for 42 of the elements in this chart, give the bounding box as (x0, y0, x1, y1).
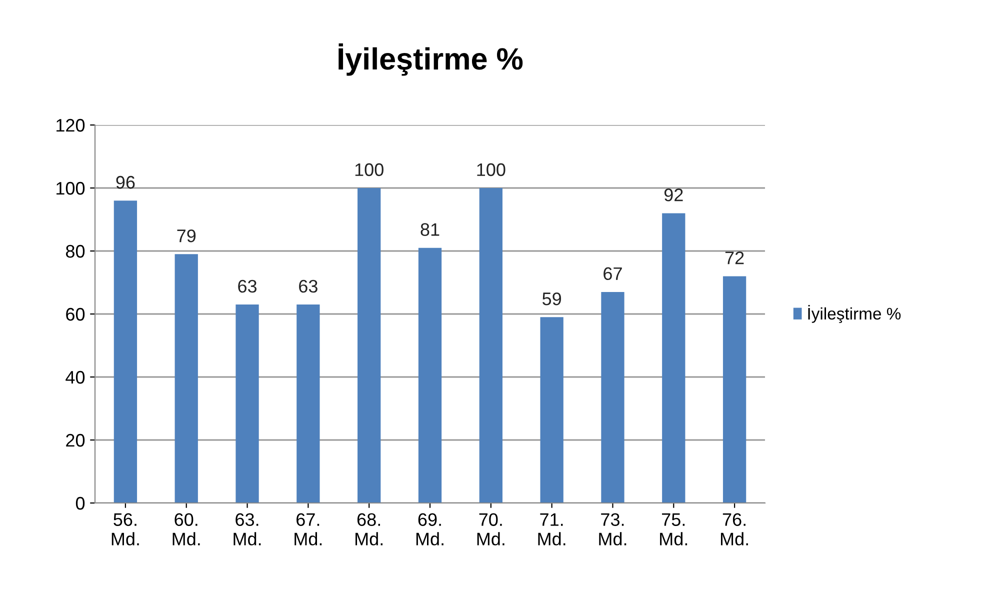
chart-title: İyileştirme % (338, 43, 523, 76)
y-tick-label: 120 (56, 118, 85, 132)
data-label: 59 (542, 292, 562, 306)
bar (540, 317, 564, 503)
data-label: 67 (604, 267, 622, 280)
bar (296, 304, 320, 503)
bar (174, 254, 198, 503)
bar (601, 292, 624, 503)
y-tick-label: 60 (66, 308, 85, 321)
x-tick-label: 67. Md. (294, 513, 322, 546)
x-tick-label: 75. Md. (660, 513, 688, 546)
data-label: 63 (238, 280, 257, 293)
bar (236, 304, 259, 503)
x-tick-label: 70. Md. (477, 513, 504, 546)
bar (662, 213, 686, 503)
bar (358, 188, 381, 503)
data-label: 100 (477, 163, 506, 176)
data-label: 96 (116, 176, 135, 189)
x-tick-label: 56. Md. (112, 513, 139, 546)
data-label: 92 (664, 188, 683, 202)
data-label: 81 (420, 223, 440, 236)
bar (114, 200, 138, 503)
x-tick-label: 71. Md. (538, 513, 566, 546)
y-tick-label: 80 (66, 244, 85, 258)
data-label: 100 (355, 163, 384, 176)
x-tick-label: 60. Md. (172, 513, 200, 546)
y-tick-label: 40 (66, 370, 85, 384)
data-label: 63 (299, 280, 318, 293)
x-tick-label: 76. Md. (720, 513, 748, 546)
x-tick-label: 68. Md. (356, 513, 382, 546)
data-label: 79 (177, 229, 196, 242)
bar (418, 248, 442, 503)
y-tick-label: 0 (76, 496, 85, 510)
y-tick-label: 20 (66, 434, 85, 447)
bar (479, 188, 502, 503)
legend-label: İyileştirme % (808, 305, 901, 323)
data-label: 72 (725, 252, 744, 264)
bar (722, 276, 746, 503)
y-tick-label: 100 (56, 182, 85, 195)
x-tick-label: 73. Md. (599, 513, 626, 546)
x-tick-label: 63. Md. (234, 513, 261, 546)
x-tick-label: 69. Md. (416, 513, 444, 546)
